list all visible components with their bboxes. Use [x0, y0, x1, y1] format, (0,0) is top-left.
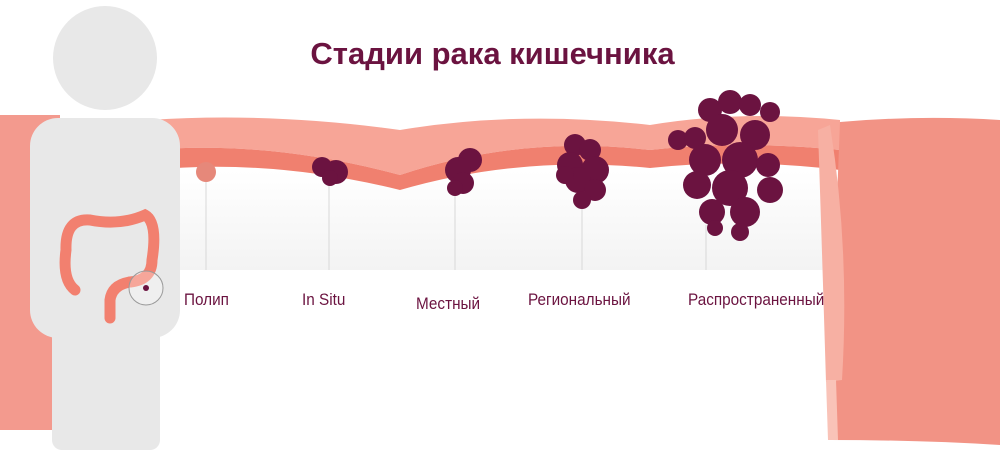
stage-label-regional: Региональный — [528, 290, 631, 309]
regional-tumor — [556, 134, 609, 209]
distant-tumor — [668, 90, 783, 241]
stage-label-local: Местный — [416, 294, 481, 313]
stage-label-in-situ: In Situ — [302, 290, 346, 309]
polyp-tumor — [196, 162, 216, 182]
colon-right-section — [818, 117, 1000, 446]
local-tumor — [445, 148, 482, 196]
page-title: Стадии рака кишечника — [310, 36, 675, 71]
leader-lines — [205, 178, 707, 270]
magnifier-icon — [128, 270, 164, 306]
stage-label-polyp: Полип — [184, 290, 229, 309]
stage-label-distant: Распространенный — [688, 290, 825, 309]
body-colon-icon — [59, 208, 160, 324]
colon-band — [150, 116, 840, 190]
in-situ-tumor — [312, 157, 348, 186]
